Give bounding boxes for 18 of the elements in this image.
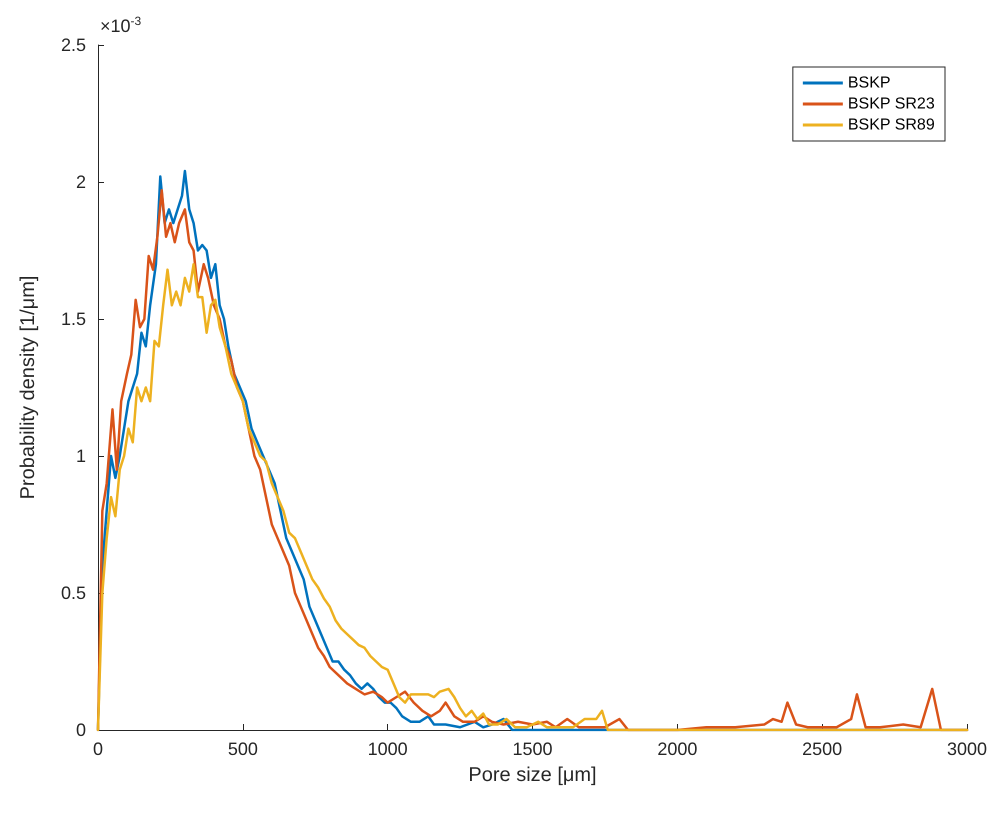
y-tick-label: 2.5 [60,35,86,55]
y-tick-label: 1.5 [60,309,86,329]
x-tick-label: 1500 [512,739,553,759]
legend-label: BSKP SR89 [848,116,935,134]
y-tick-label: 1 [76,446,86,466]
legend-label: BSKP [848,74,891,92]
x-tick-label: 1000 [368,739,408,759]
x-axis-title: Pore size [μm] [468,764,597,786]
y-tick-label: 2 [76,172,86,192]
legend-label: BSKP SR23 [848,96,935,112]
y-tick-label: 0.5 [60,583,86,603]
y-axis-title: Probability density [1/μm] [17,276,39,500]
x-tick-label: 0 [92,739,104,759]
x-tick-label: 500 [228,739,258,759]
y-tick-label: 0 [76,720,86,740]
x-tick-label: 2500 [802,739,842,759]
x-tick-label: 2000 [657,739,698,759]
x-tick-label: 3000 [946,739,988,759]
